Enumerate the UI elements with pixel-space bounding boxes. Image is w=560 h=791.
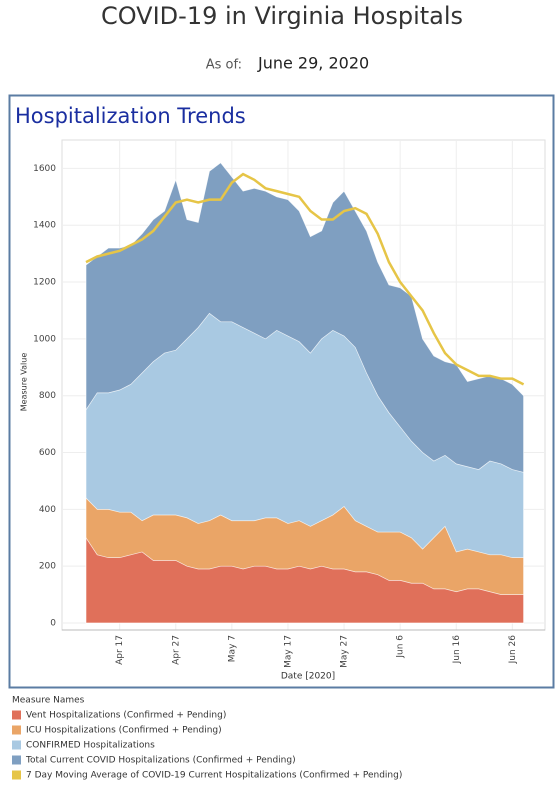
y-axis-label: Measure Value [20, 353, 29, 412]
as-of-label: As of: [206, 58, 242, 73]
x-tick-label: Jun 6 [396, 635, 406, 659]
legend-swatch [12, 755, 21, 765]
as-of-date: June 29, 2020 [257, 54, 369, 73]
legend-label: CONFIRMED Hospitalizations [26, 741, 155, 751]
y-tick-label: 600 [39, 448, 56, 458]
x-tick-label: May 17 [283, 635, 293, 668]
legend-swatch [12, 710, 21, 720]
x-tick-label: Apr 17 [115, 635, 125, 665]
legend-title: Measure Names [12, 696, 85, 706]
y-tick-label: 1000 [33, 334, 56, 344]
x-tick-label: Jun 26 [508, 635, 518, 665]
y-tick-label: 1400 [33, 221, 56, 231]
legend-swatch [12, 740, 21, 750]
chart-title: Hospitalization Trends [15, 104, 246, 128]
legend-swatch [12, 725, 21, 735]
y-tick-label: 400 [39, 505, 56, 515]
y-tick-label: 800 [39, 391, 56, 401]
legend-swatch [12, 770, 21, 780]
average-line [85, 172, 525, 386]
y-tick-label: 0 [50, 619, 56, 629]
legend-label: Vent Hospitalizations (Confirmed + Pendi… [26, 711, 226, 721]
legend-label: Total Current COVID Hospitalizations (Co… [25, 756, 296, 766]
area [85, 536, 524, 624]
x-tick-label: May 27 [340, 635, 350, 668]
page-title: COVID-19 in Virginia Hospitals [101, 2, 463, 30]
y-tick-label: 1600 [33, 164, 56, 174]
x-tick-label: May 7 [227, 635, 237, 662]
x-axis-label: Date [2020] [281, 672, 335, 682]
x-tick-label: Jun 16 [452, 635, 462, 665]
panel-border [8, 94, 555, 689]
y-tick-label: 200 [39, 562, 56, 572]
y-tick-label: 1200 [33, 278, 56, 288]
legend-label: ICU Hospitalizations (Confirmed + Pendin… [26, 726, 222, 736]
legend-label: 7 Day Moving Average of COVID-19 Current… [26, 771, 402, 781]
x-tick-label: Apr 27 [171, 635, 181, 665]
